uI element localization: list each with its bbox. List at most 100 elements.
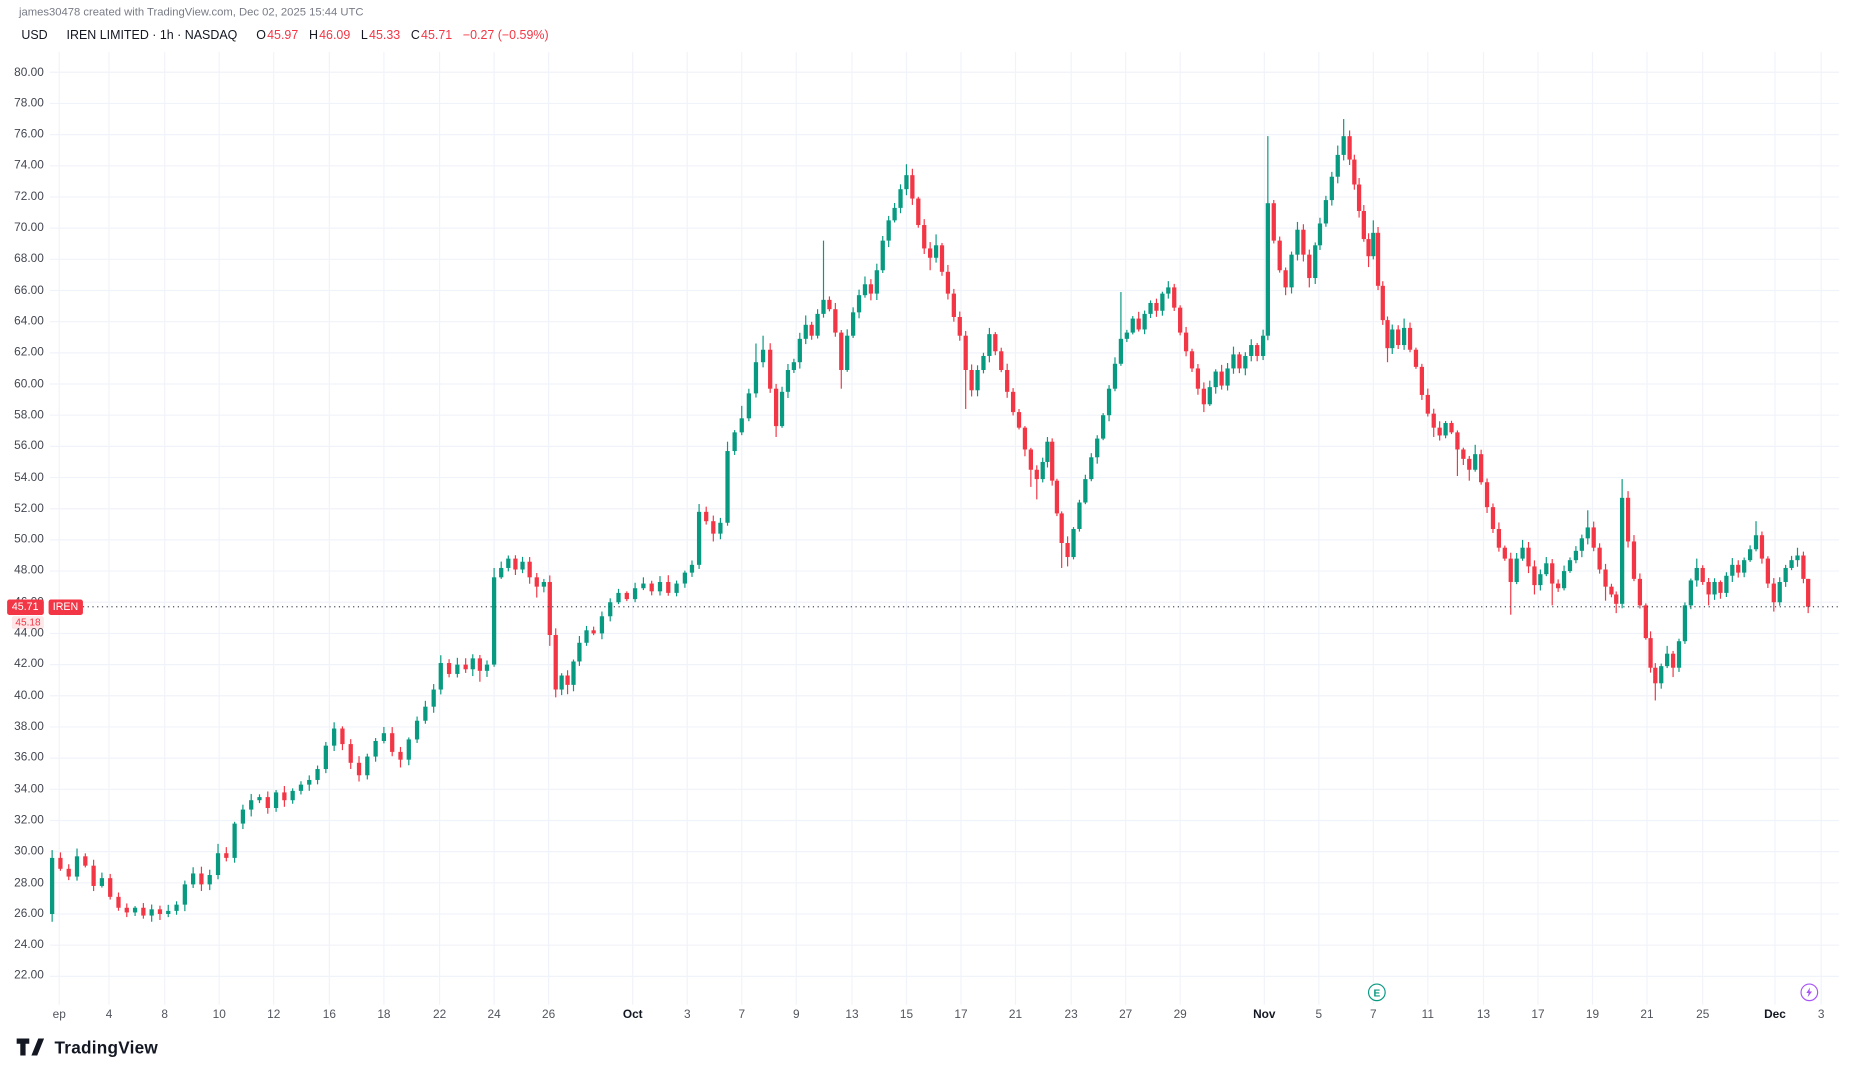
candle xyxy=(1065,536,1070,567)
candle xyxy=(898,184,903,214)
low-label: L xyxy=(360,28,368,43)
price-scale-tick: 26.00 xyxy=(14,907,44,921)
candle xyxy=(323,741,328,774)
time-scale-tick: 13 xyxy=(1476,1008,1491,1022)
candle xyxy=(499,561,504,579)
candle xyxy=(257,794,262,804)
candle xyxy=(1742,557,1747,578)
time-scale-tick: 17 xyxy=(1531,1008,1545,1022)
candle xyxy=(1478,449,1484,485)
candle xyxy=(845,329,850,372)
candle xyxy=(571,659,576,692)
candle xyxy=(945,264,951,300)
candle xyxy=(1795,547,1800,567)
candle xyxy=(1396,325,1401,350)
candle xyxy=(608,598,613,622)
candle xyxy=(74,848,80,881)
tradingview-attribution[interactable]: TradingView xyxy=(16,1038,159,1058)
candle xyxy=(1178,305,1183,336)
price-scale-tick: 48.00 xyxy=(14,564,44,578)
time-scale-tick: 16 xyxy=(322,1008,336,1022)
price-scale-tick: 32.00 xyxy=(14,813,44,827)
candle xyxy=(1413,347,1419,369)
earnings-icon[interactable]: E xyxy=(1367,983,1386,1002)
candle xyxy=(1201,382,1206,413)
candle xyxy=(868,279,874,301)
open-value: 45.97 xyxy=(267,28,299,43)
candle xyxy=(541,578,547,593)
candle xyxy=(1243,352,1248,376)
candle xyxy=(1375,227,1381,291)
time-scale-tick: 3 xyxy=(1817,1008,1825,1022)
candle xyxy=(1637,573,1643,609)
candle xyxy=(1550,559,1555,606)
candle xyxy=(969,364,974,397)
candle xyxy=(1380,281,1385,325)
candle xyxy=(470,654,475,677)
time-scale-tick: 12 xyxy=(267,1008,281,1022)
candle xyxy=(484,660,490,677)
candle xyxy=(50,850,55,922)
candle xyxy=(1665,645,1670,669)
time-scale-tick: 25 xyxy=(1696,1008,1710,1022)
low-value: 45.33 xyxy=(369,28,401,43)
candle xyxy=(1597,543,1602,574)
time-scale-tick: Oct xyxy=(622,1008,643,1022)
price-scale-tick: 36.00 xyxy=(14,751,44,765)
high-value: 46.09 xyxy=(319,28,351,43)
price-scale-tick: 38.00 xyxy=(14,720,44,734)
tradingview-wordmark: TradingView xyxy=(54,1038,159,1058)
candle xyxy=(922,219,927,255)
event-icon[interactable] xyxy=(1800,983,1819,1002)
candle xyxy=(797,332,802,369)
time-scale-tick: 4 xyxy=(105,1008,113,1022)
candle xyxy=(739,405,744,436)
candle xyxy=(892,202,897,223)
time-scale-tick: 21 xyxy=(1008,1008,1023,1022)
candle xyxy=(718,517,723,540)
candle xyxy=(157,905,163,920)
candle xyxy=(199,866,204,891)
price-scale-tick: 80.00 xyxy=(14,65,44,79)
candle xyxy=(1712,578,1717,600)
candle xyxy=(1183,326,1189,357)
candle xyxy=(1591,521,1596,552)
candle xyxy=(1301,224,1306,262)
candle xyxy=(1806,578,1811,614)
candle xyxy=(1289,251,1294,294)
candle xyxy=(1736,560,1741,578)
candle xyxy=(1195,364,1201,395)
symbol-title[interactable]: IREN LIMITED · 1h · NASDAQ xyxy=(66,28,238,43)
price-scale-tick: 34.00 xyxy=(14,782,44,796)
candle xyxy=(1694,558,1699,587)
candle xyxy=(1249,339,1254,362)
price-scale-tick: 40.00 xyxy=(14,689,44,703)
candle xyxy=(1496,522,1502,552)
candle xyxy=(463,658,468,673)
candle xyxy=(1407,322,1413,353)
current-price-badges: 45.71 IREN xyxy=(7,599,83,615)
time-scale-tick: 24 xyxy=(487,1008,501,1022)
time-scale-tick: 22 xyxy=(433,1008,447,1022)
time-scale-tick: 17 xyxy=(954,1008,968,1022)
candle xyxy=(265,791,270,814)
candle xyxy=(356,756,362,782)
candle xyxy=(1724,572,1729,597)
candle xyxy=(1520,539,1525,561)
candle xyxy=(1390,324,1395,354)
candle xyxy=(880,236,885,273)
candle xyxy=(520,556,525,574)
time-scale-tick: 10 xyxy=(212,1008,226,1022)
price-scale-tick: 56.00 xyxy=(14,439,44,453)
price-scale-tick: 50.00 xyxy=(14,533,44,547)
ohlc-readout: O 45.97 H 46.09 L 45.33 C 45.71 −0.27 (−0.59… xyxy=(256,28,548,42)
candle xyxy=(791,358,797,374)
candle xyxy=(373,738,378,762)
price-scale-tick: 78.00 xyxy=(14,96,44,110)
candle xyxy=(1561,565,1567,591)
candle xyxy=(240,804,246,830)
candle xyxy=(1544,557,1549,577)
candle xyxy=(1059,511,1064,568)
candle xyxy=(1526,541,1531,574)
